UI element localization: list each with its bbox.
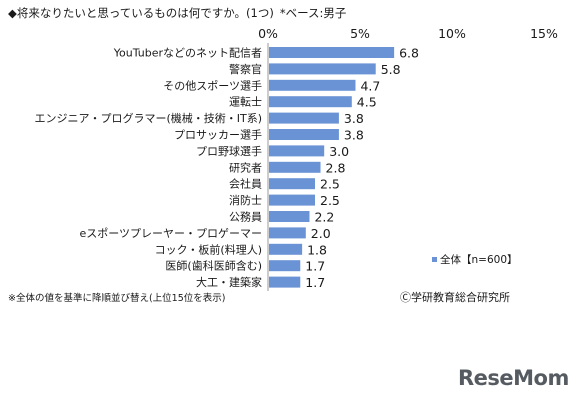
value-label: 1.8 [307,242,327,257]
bar [269,145,325,157]
category-label: プロ野球選手 [196,144,262,158]
bar [269,63,376,75]
category-label: コック・板前(料理人) [155,242,262,256]
value-label: 2.0 [311,226,331,241]
category-label: eスポーツプレーヤー・プロゲーマー [79,227,262,240]
value-label: 2.5 [320,193,340,208]
footnote: ※全体の値を基準に降順並び替え(上位15位を表示) [8,293,226,304]
bar [269,243,303,255]
bar [269,260,301,272]
category-label: 医師(歯科医師含む) [165,259,262,273]
category-label: 研究者 [229,160,262,174]
value-label: 4.5 [357,95,377,110]
tick-label: 15% [530,26,558,41]
chart-title: ◆将来なりたいと思っているものは何ですか。(1つ) *ベース:男子 [8,5,346,21]
resemom-logo: ReseMom [458,366,568,390]
tick-label: 5% [350,26,370,41]
value-label: 2.8 [326,160,346,175]
value-label: 1.7 [305,275,325,290]
bar [269,47,395,58]
category-label: 会社員 [229,177,262,191]
tick-label: 10% [438,26,466,41]
category-label: 運転士 [229,96,262,109]
source-credit: Ⓒ学研教育総合研究所 [400,291,510,304]
category-label: プロサッカー選手 [174,128,262,142]
category-label: その他スポーツ選手 [163,78,262,92]
bar-chart: 0% 5% 10% 15% YouTuberなどのネット配信者 6.8 警察官 5.8 その他ス… [34,26,558,291]
category-label: 警察官 [229,62,262,76]
bar [269,227,306,239]
bar [269,96,352,108]
bar [269,129,339,140]
value-label: 3.8 [344,111,364,126]
category-label: エンジニア・プログラマー(機械・技術・IT系) [34,111,262,125]
bar [269,112,339,124]
bar [269,276,301,288]
value-label: 2.5 [320,177,340,192]
value-label: 3.0 [329,144,349,159]
bar [269,178,315,190]
base-note: *ベース:男子 [279,6,347,20]
category-label: 消防士 [229,193,262,207]
legend-swatch [432,257,437,262]
tick-label: 0% [258,26,278,41]
category-label: 公務員 [229,210,262,224]
logo-text: ReseMom [458,366,568,390]
bar [269,194,315,206]
value-label: 1.7 [305,259,325,274]
title-text: ◆将来なりたいと思っているものは何ですか。(1つ) [8,6,274,20]
legend: 全体【n=600】 [432,252,518,267]
category-label: 大工・建築家 [196,275,262,289]
value-label: 3.8 [344,128,364,143]
value-label: 4.7 [360,78,380,93]
bar [269,211,310,222]
value-label: 6.8 [399,46,419,61]
bar [269,79,356,91]
value-label: 5.8 [381,62,401,77]
legend-label: 全体【n=600】 [440,254,518,266]
category-label: YouTuberなどのネット配信者 [113,47,262,60]
value-label: 2.2 [314,210,334,225]
bar [269,161,321,173]
